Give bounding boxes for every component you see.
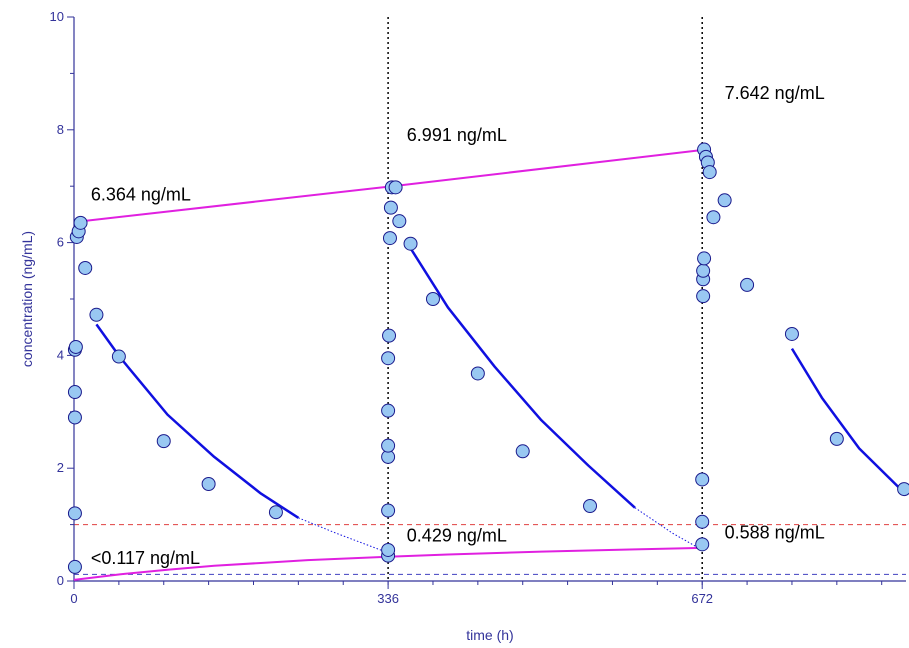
annotation-label: 0.429 ng/mL bbox=[407, 526, 507, 546]
data-point bbox=[784, 326, 799, 341]
data-point bbox=[111, 349, 126, 364]
data-point bbox=[403, 236, 418, 251]
y-tick-label: 6 bbox=[57, 235, 64, 250]
series-line-4 bbox=[409, 247, 636, 509]
x-tick-label: 0 bbox=[70, 591, 77, 606]
data-point bbox=[470, 366, 485, 381]
y-tick-label: 8 bbox=[57, 122, 64, 137]
data-point bbox=[381, 403, 396, 418]
data-markers bbox=[67, 142, 909, 574]
data-point bbox=[695, 537, 710, 552]
annotation-label: <0.117 ng/mL bbox=[91, 548, 200, 568]
data-point bbox=[381, 503, 396, 518]
x-ticks: 0 336 672 bbox=[70, 581, 883, 606]
data-point bbox=[695, 472, 710, 487]
data-point bbox=[382, 231, 397, 246]
data-point bbox=[515, 444, 530, 459]
dose-lines bbox=[387, 17, 703, 581]
data-point bbox=[381, 351, 396, 366]
annotation-label: 6.364 ng/mL bbox=[91, 184, 191, 204]
data-point bbox=[388, 180, 403, 195]
data-point bbox=[697, 251, 712, 266]
annotations: 6.364 ng/mL 6.991 ng/mL 7.642 ng/mL <0.117 … bbox=[91, 83, 825, 568]
y-tick-label: 10 bbox=[50, 9, 64, 24]
series-line-1 bbox=[73, 546, 703, 581]
series-line-2 bbox=[95, 323, 300, 519]
series-line-6 bbox=[790, 347, 906, 495]
data-point bbox=[68, 339, 83, 354]
data-point bbox=[583, 498, 598, 513]
data-point bbox=[829, 431, 844, 446]
data-point bbox=[89, 307, 104, 322]
y-tick-label: 4 bbox=[57, 347, 64, 362]
x-tick-label: 672 bbox=[691, 591, 713, 606]
data-point bbox=[381, 542, 396, 557]
data-point bbox=[67, 410, 82, 425]
reference-lines bbox=[74, 524, 906, 575]
data-point bbox=[392, 214, 407, 229]
data-point bbox=[702, 165, 717, 180]
data-point bbox=[381, 438, 396, 453]
y-tick-label: 2 bbox=[57, 460, 64, 475]
data-point bbox=[706, 210, 721, 225]
data-point bbox=[695, 514, 710, 529]
data-point bbox=[156, 434, 171, 449]
y-ticks: 0 2 4 6 8 10 bbox=[50, 9, 74, 588]
data-point bbox=[67, 506, 82, 521]
data-point bbox=[268, 505, 283, 520]
annotation-label: 7.642 ng/mL bbox=[725, 83, 825, 103]
annotation-label: 6.991 ng/mL bbox=[407, 125, 507, 145]
x-axis-label: time (h) bbox=[466, 627, 513, 643]
data-point bbox=[740, 277, 755, 292]
series-line-3 bbox=[298, 517, 389, 554]
data-point bbox=[78, 260, 93, 275]
data-point bbox=[696, 263, 711, 278]
data-point bbox=[67, 385, 82, 400]
x-tick-label: 336 bbox=[377, 591, 399, 606]
data-point bbox=[383, 200, 398, 215]
data-point bbox=[67, 559, 82, 574]
series-line-5 bbox=[634, 507, 703, 551]
data-point bbox=[73, 215, 88, 230]
data-point bbox=[425, 292, 440, 306]
annotation-label: 0.588 ng/mL bbox=[725, 523, 825, 543]
y-axis-label: concentration (ng/mL) bbox=[19, 231, 35, 367]
data-point bbox=[696, 289, 711, 304]
data-point bbox=[897, 482, 909, 497]
data-point bbox=[382, 328, 397, 343]
data-point bbox=[201, 476, 216, 491]
series-lines bbox=[73, 148, 906, 581]
y-tick-label: 0 bbox=[57, 573, 64, 588]
data-point bbox=[717, 193, 732, 208]
